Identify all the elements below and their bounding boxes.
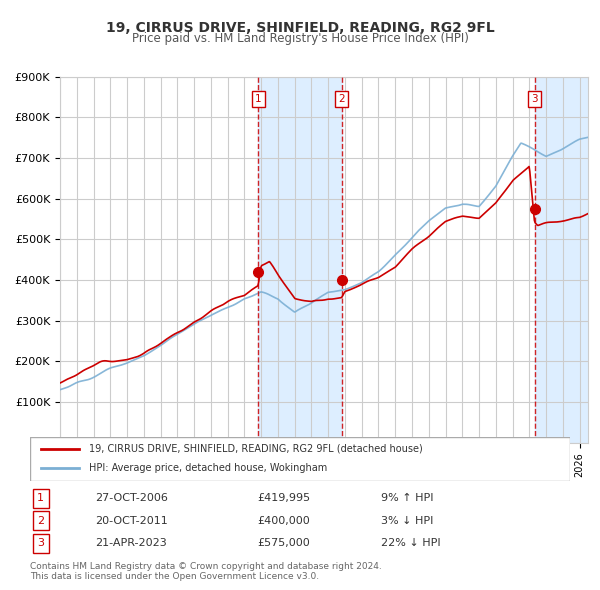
Text: 19, CIRRUS DRIVE, SHINFIELD, READING, RG2 9FL: 19, CIRRUS DRIVE, SHINFIELD, READING, RG… [106, 21, 494, 35]
Text: 27-OCT-2006: 27-OCT-2006 [95, 493, 167, 503]
Text: 22% ↓ HPI: 22% ↓ HPI [381, 538, 440, 548]
Bar [535, 77, 588, 442]
Bar [258, 77, 341, 442]
Text: Contains HM Land Registry data © Crown copyright and database right 2024.
This d: Contains HM Land Registry data © Crown c… [30, 562, 382, 581]
Text: 2: 2 [338, 94, 345, 104]
Text: Price paid vs. HM Land Registry's House Price Index (HPI): Price paid vs. HM Land Registry's House … [131, 32, 469, 45]
Text: 3: 3 [531, 94, 538, 104]
Text: 1: 1 [37, 493, 44, 503]
Text: £575,000: £575,000 [257, 538, 310, 548]
Text: £400,000: £400,000 [257, 516, 310, 526]
Text: 19, CIRRUS DRIVE, SHINFIELD, READING, RG2 9FL (detached house): 19, CIRRUS DRIVE, SHINFIELD, READING, RG… [89, 444, 423, 454]
Text: 20-OCT-2011: 20-OCT-2011 [95, 516, 167, 526]
Bar [535, 77, 588, 442]
Text: 21-APR-2023: 21-APR-2023 [95, 538, 167, 548]
Text: HPI: Average price, detached house, Wokingham: HPI: Average price, detached house, Woki… [89, 464, 328, 473]
Text: 2: 2 [37, 516, 44, 526]
Text: 3% ↓ HPI: 3% ↓ HPI [381, 516, 433, 526]
Text: £419,995: £419,995 [257, 493, 310, 503]
Text: 1: 1 [255, 94, 262, 104]
Text: 3: 3 [37, 538, 44, 548]
FancyBboxPatch shape [30, 437, 570, 481]
Text: 9% ↑ HPI: 9% ↑ HPI [381, 493, 433, 503]
